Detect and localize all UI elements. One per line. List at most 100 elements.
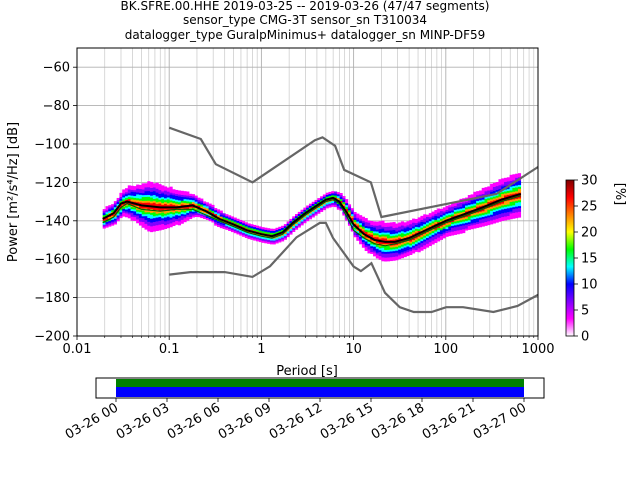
psd-cell <box>373 246 377 249</box>
psd-cell <box>158 184 162 187</box>
psd-cell <box>141 215 145 219</box>
psd-cell <box>180 194 184 197</box>
psd-cell <box>180 204 184 207</box>
psd-cell <box>292 223 296 227</box>
psd-cell <box>504 177 508 181</box>
psd-cell <box>133 212 137 216</box>
psd-cell <box>490 208 494 211</box>
psd-cell <box>311 211 315 214</box>
psd-cell <box>378 253 382 257</box>
psd-cell <box>164 222 168 226</box>
psd-cell <box>517 211 522 214</box>
psd-cell <box>509 194 513 197</box>
psd-cell <box>130 212 134 215</box>
psd-cell <box>116 201 120 205</box>
psd-cell <box>425 214 430 217</box>
psd-cell <box>189 203 193 206</box>
psd-cell <box>144 185 148 188</box>
psd-cell <box>467 195 471 198</box>
psd-cell <box>504 216 508 219</box>
psd-cell <box>476 204 480 207</box>
y-tick-label: −160 <box>34 253 70 268</box>
psd-cell <box>339 208 343 211</box>
psd-cell <box>158 224 162 227</box>
coverage-tick-label: 03-26 03 <box>114 400 172 442</box>
psd-cell <box>102 226 106 229</box>
psd-cell <box>214 223 218 226</box>
psd-cell <box>451 223 455 226</box>
psd-cell <box>425 216 430 219</box>
psd-cell <box>322 194 326 197</box>
psd-cell <box>216 222 221 226</box>
psd-cell <box>308 205 313 208</box>
psd-cell <box>150 185 154 188</box>
psd-cell <box>311 203 315 206</box>
psd-cell <box>484 191 488 194</box>
psd-cell <box>124 197 129 200</box>
psd-cell <box>445 226 449 230</box>
psd-cell <box>386 236 391 239</box>
psd-cell <box>347 210 352 213</box>
y-tick-label: −200 <box>34 330 70 345</box>
psd-cell <box>105 206 109 209</box>
psd-cell <box>166 199 170 202</box>
psd-cell <box>138 211 143 215</box>
psd-cell <box>509 176 513 179</box>
psd-cell <box>177 213 182 216</box>
psd-cell <box>448 207 452 210</box>
psd-cell <box>420 221 424 224</box>
psd-cell <box>392 229 396 232</box>
psd-cell <box>180 217 184 220</box>
psd-cell <box>442 232 446 235</box>
psd-cell <box>147 210 151 213</box>
psd-cell <box>186 218 190 221</box>
psd-cell <box>169 215 173 218</box>
psd-cell <box>124 207 129 210</box>
psd-cell <box>481 199 485 202</box>
psd-cell <box>208 207 212 210</box>
psd-cell <box>216 213 221 216</box>
psd-cell <box>465 203 469 206</box>
psd-cell <box>470 215 474 218</box>
psd-cell <box>250 233 254 237</box>
psd-cell <box>456 224 460 227</box>
psd-cell <box>345 202 349 206</box>
psd-cell <box>289 232 293 235</box>
psd-cell <box>409 227 413 231</box>
psd-cell <box>398 226 402 229</box>
psd-cell <box>425 237 430 240</box>
psd-cell <box>473 220 477 223</box>
psd-cell <box>283 233 287 236</box>
psd-cell <box>317 198 321 201</box>
psd-cell <box>492 211 496 214</box>
psd-cell <box>127 196 131 200</box>
psd-cell <box>164 201 168 205</box>
psd-cell <box>113 222 117 225</box>
psd-cell <box>451 216 455 219</box>
psd-cell <box>300 221 304 224</box>
psd-cell <box>356 228 360 232</box>
psd-cell <box>517 201 522 205</box>
psd-cell <box>398 255 402 258</box>
psd-cell <box>473 191 477 195</box>
psd-cell <box>180 213 184 217</box>
psd-cell <box>177 211 182 214</box>
psd-cell <box>166 216 170 219</box>
psd-cell <box>141 214 145 217</box>
psd-cell <box>267 228 271 231</box>
psd-cell <box>189 212 193 216</box>
psd-cell <box>412 218 416 221</box>
psd-cell <box>478 205 483 209</box>
psd-cell <box>247 227 251 230</box>
psd-cell <box>261 240 265 243</box>
psd-cell <box>403 231 407 235</box>
psd-cell <box>172 198 176 202</box>
psd-cell <box>166 197 170 200</box>
psd-cell <box>467 212 471 215</box>
psd-cell <box>339 194 343 198</box>
psd-cell <box>272 242 276 245</box>
psd-cell <box>124 213 129 216</box>
psd-cell <box>512 203 516 206</box>
psd-cell <box>191 211 195 214</box>
psd-cell <box>490 189 494 192</box>
